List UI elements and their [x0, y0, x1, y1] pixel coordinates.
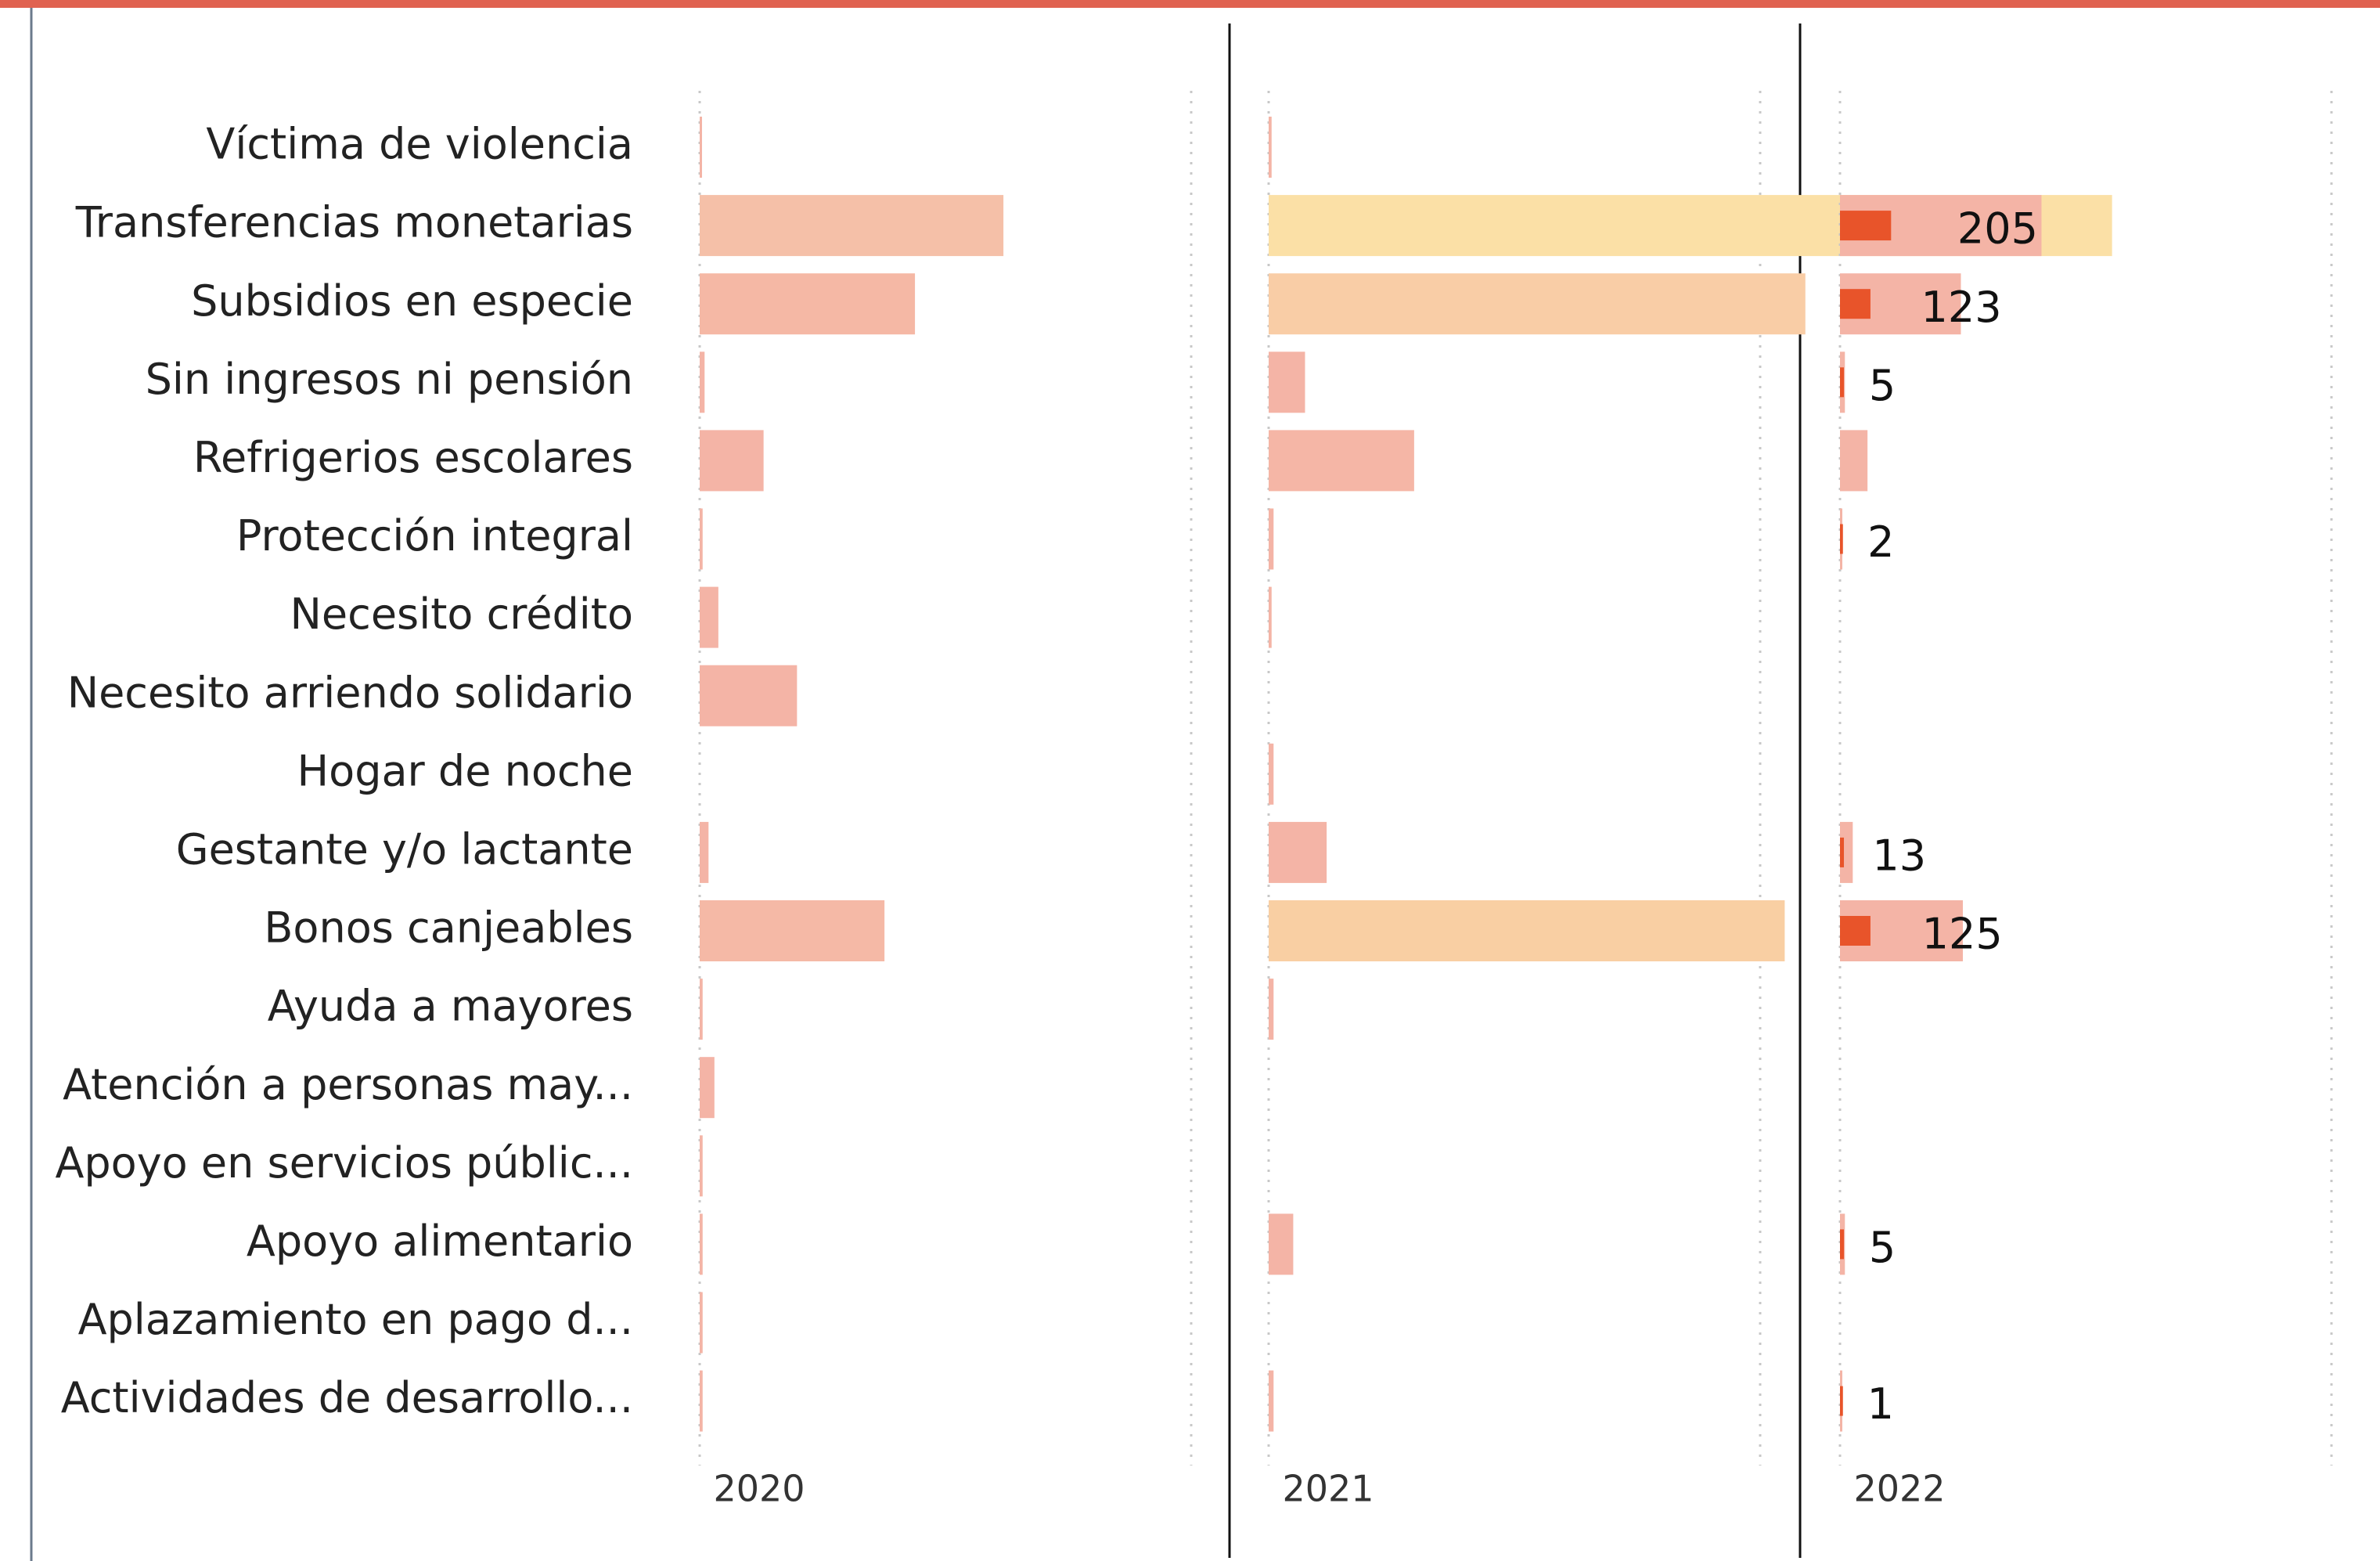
- bar: [700, 586, 718, 648]
- bar: [1269, 430, 1414, 492]
- panel-title: 2022: [1853, 1468, 1945, 1510]
- inner-bar: [1840, 367, 1845, 398]
- bar: [700, 665, 798, 726]
- bar: [1269, 508, 1274, 570]
- bar: [1269, 586, 1272, 648]
- bar: [700, 195, 1004, 257]
- bar: [1269, 1370, 1274, 1432]
- bar: [700, 900, 885, 961]
- category-label: Actividades de desarrollo...: [61, 1373, 633, 1422]
- top-bar: [0, 0, 2380, 8]
- inner-bar: [1840, 916, 1871, 946]
- category-label: Protección integral: [236, 511, 633, 561]
- bar: [1840, 430, 1868, 492]
- data-label: 2: [1867, 517, 1894, 567]
- category-label: Apoyo en servicios públic...: [55, 1138, 633, 1188]
- category-label: Aplazamiento en pago d...: [78, 1295, 633, 1344]
- category-label: Atención a personas may...: [63, 1060, 633, 1109]
- inner-bar: [1840, 211, 1892, 241]
- bar: [700, 1370, 703, 1432]
- bar: [1269, 273, 1806, 335]
- category-label: Víctima de violencia: [206, 120, 633, 169]
- bar: [1269, 351, 1305, 413]
- bar: [700, 508, 703, 570]
- bar: [1269, 979, 1274, 1040]
- bar: [700, 979, 703, 1040]
- bar: [700, 351, 705, 413]
- category-label: Transferencias monetarias: [75, 198, 633, 247]
- data-label: 13: [1872, 831, 1926, 881]
- bar: [700, 1292, 703, 1354]
- category-label: Necesito arriendo solidario: [67, 668, 633, 717]
- bar: [700, 1135, 703, 1197]
- category-label: Necesito crédito: [290, 589, 633, 639]
- panel-title: 2021: [1282, 1468, 1374, 1510]
- category-label: Gestante y/o lactante: [176, 825, 633, 874]
- data-label: 5: [1869, 1223, 1896, 1272]
- panel-title: 2020: [713, 1468, 805, 1510]
- bar: [700, 430, 764, 492]
- bar: [700, 1057, 715, 1119]
- bar: [1840, 821, 1853, 883]
- category-label: Sin ingresos ni pensión: [146, 355, 633, 404]
- inner-bar: [1840, 1386, 1843, 1416]
- category-label: Hogar de noche: [297, 746, 633, 795]
- category-label: Refrigerios escolares: [193, 433, 633, 482]
- category-label: Subsidios en especie: [191, 276, 633, 326]
- bar: [700, 1213, 703, 1275]
- bar: [1269, 743, 1274, 805]
- bar: [700, 821, 709, 883]
- bar: [1269, 1213, 1294, 1275]
- data-label: 125: [1922, 910, 2003, 959]
- category-label: Apoyo alimentario: [247, 1217, 633, 1266]
- category-label: Bonos canjeables: [264, 903, 633, 953]
- data-label: 1: [1867, 1379, 1894, 1429]
- data-label: 205: [1957, 204, 2038, 254]
- bar: [1269, 900, 1785, 961]
- inner-bar: [1840, 289, 1871, 319]
- bar: [700, 273, 916, 335]
- bar: [700, 117, 702, 178]
- data-label: 5: [1869, 361, 1896, 410]
- inner-bar: [1840, 1229, 1845, 1260]
- data-label: 123: [1921, 283, 2002, 332]
- inner-bar: [1840, 837, 1845, 867]
- inner-bar: [1840, 524, 1843, 554]
- category-label: Ayuda a mayores: [268, 982, 633, 1031]
- bar: [1269, 821, 1327, 883]
- bar: [1269, 117, 1272, 178]
